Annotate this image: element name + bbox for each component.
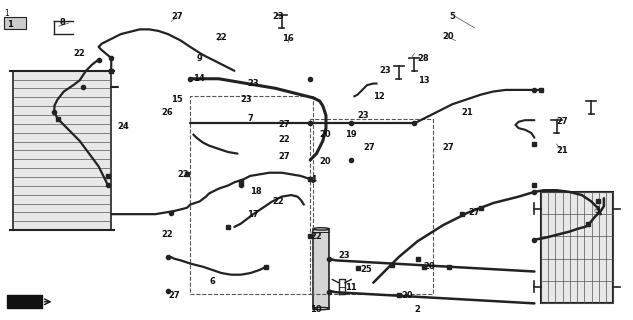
Text: 22: 22 — [177, 170, 189, 179]
Ellipse shape — [313, 307, 329, 310]
Text: 23: 23 — [241, 95, 253, 104]
Text: 23: 23 — [247, 79, 259, 88]
Text: 27: 27 — [556, 117, 568, 126]
Bar — [313, 229, 329, 308]
Text: 3: 3 — [594, 206, 600, 215]
Text: 23: 23 — [339, 251, 350, 260]
Text: 27: 27 — [279, 152, 290, 161]
Polygon shape — [7, 295, 42, 308]
Text: 20: 20 — [320, 157, 331, 166]
Text: 27: 27 — [168, 291, 180, 300]
Text: 23: 23 — [358, 111, 369, 120]
Text: 22: 22 — [162, 230, 173, 239]
Bar — [190, 96, 313, 294]
Text: 20: 20 — [443, 32, 454, 41]
Text: 27: 27 — [443, 143, 454, 152]
Bar — [541, 192, 613, 303]
Text: 17: 17 — [247, 210, 259, 219]
Text: 13: 13 — [418, 76, 429, 85]
Text: 7: 7 — [247, 114, 253, 123]
Text: 1: 1 — [7, 20, 13, 29]
Text: 10: 10 — [310, 305, 322, 314]
Text: 6: 6 — [209, 276, 215, 285]
Bar — [13, 71, 111, 230]
Ellipse shape — [313, 228, 329, 230]
Text: 24: 24 — [118, 122, 129, 131]
Text: 22: 22 — [73, 49, 85, 58]
Text: 2: 2 — [415, 305, 420, 314]
Text: 21: 21 — [461, 108, 473, 117]
Text: 22: 22 — [272, 197, 284, 206]
Text: 18: 18 — [250, 188, 262, 196]
Text: 1: 1 — [4, 9, 9, 18]
Text: 23: 23 — [272, 12, 284, 21]
Text: 4: 4 — [310, 175, 316, 184]
Bar — [4, 17, 26, 29]
Text: 22: 22 — [310, 232, 322, 241]
Text: 19: 19 — [345, 130, 356, 139]
Text: 20: 20 — [320, 130, 331, 139]
Bar — [310, 119, 434, 294]
Text: 8: 8 — [60, 19, 65, 28]
Text: 23: 23 — [380, 66, 391, 75]
Text: 27: 27 — [468, 208, 480, 217]
Text: 27: 27 — [364, 143, 375, 152]
Text: 26: 26 — [162, 108, 173, 117]
Text: 14: 14 — [193, 74, 205, 83]
Text: 5: 5 — [449, 12, 455, 21]
Text: 20: 20 — [424, 262, 436, 271]
Text: 16: 16 — [282, 35, 294, 44]
Text: 22: 22 — [279, 135, 291, 144]
Text: 11: 11 — [345, 283, 356, 292]
Text: 21: 21 — [556, 146, 568, 155]
Text: 20: 20 — [402, 291, 413, 300]
Text: 12: 12 — [373, 92, 385, 101]
Text: 22: 22 — [215, 33, 227, 42]
Text: 27: 27 — [172, 12, 183, 21]
Text: 27: 27 — [279, 120, 290, 130]
Text: 28: 28 — [418, 53, 429, 62]
Text: 15: 15 — [172, 95, 183, 104]
Text: 25: 25 — [361, 265, 372, 275]
Text: 9: 9 — [196, 53, 203, 62]
